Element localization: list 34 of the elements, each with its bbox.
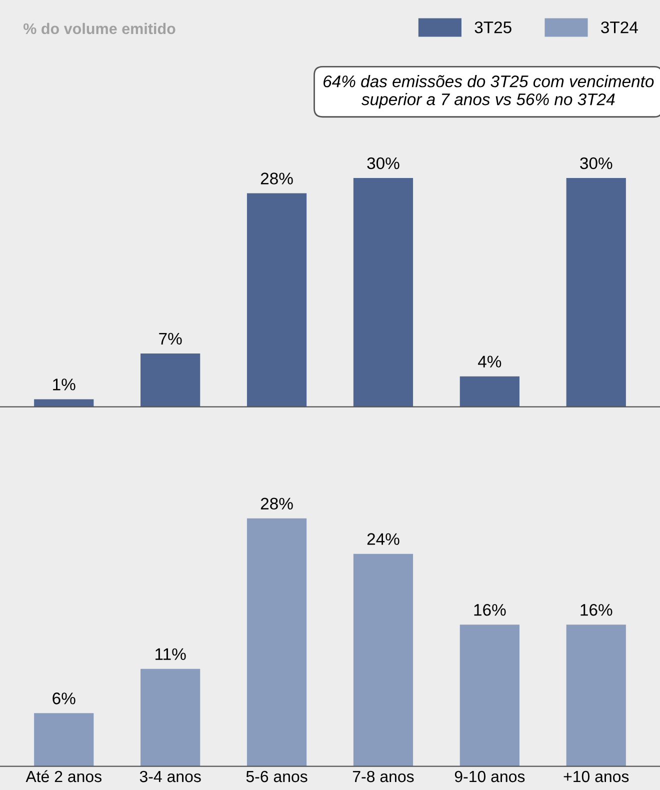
x-tick-label: 5-6 anos [246,770,308,782]
bar [140,353,200,407]
bar [140,668,200,766]
data-label: 16% [580,604,612,616]
bar [460,624,520,766]
data-label: 30% [367,157,400,170]
data-label: 30% [580,157,612,170]
data-label: 6% [52,692,76,704]
x-tick-label: 7-8 anos [352,770,414,782]
data-label: 7% [159,332,182,345]
bar [246,193,307,407]
data-label: 11% [156,648,186,660]
x-tick-label: 3-4 anos [140,770,201,782]
x-tick-label: +10 anos [564,770,629,782]
data-label: 16% [474,604,506,616]
text: 64% das emissões do 3T25 com vencimento superior a 7 anos vs 56% no 3T24 [324,75,654,109]
data-label: 1% [53,378,76,390]
bar [246,518,307,766]
bar [566,178,626,407]
legend-label: 3T25 [474,21,512,34]
legend-label: 3T24 [601,21,638,34]
bar [353,554,414,766]
x-tick-label: Até 2 anos [26,770,102,782]
bar [34,713,94,766]
data-label: 4% [478,356,502,368]
bar [34,399,94,407]
bar [566,624,626,766]
chart-title: % do volume emitido [23,22,176,34]
bar [353,178,414,407]
data-label: 28% [260,172,293,184]
bar [460,376,520,407]
data-label: 24% [367,533,400,545]
x-tick-label: 9-10 anos [454,770,525,782]
data-label: 28% [260,498,293,510]
